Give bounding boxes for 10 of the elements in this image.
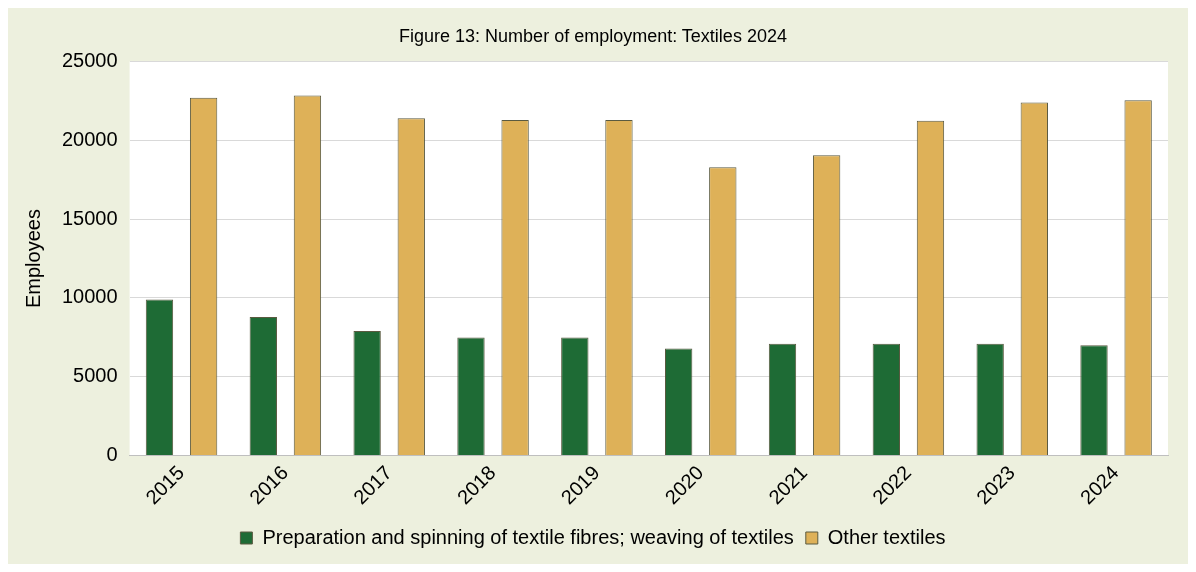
y-tick-label: 5000 [73, 364, 118, 387]
y-tick-label: 25000 [61, 49, 118, 72]
y-tick-label: 10000 [61, 285, 118, 308]
y-tick-label: 0 [106, 443, 118, 466]
legend-label: Preparation and spinning of textile fibres; weaving of textiles [262, 525, 794, 548]
y-tick-label: 20000 [61, 127, 118, 150]
legend-label: Other textiles [827, 525, 946, 548]
y-axis-title: Employees [21, 209, 44, 309]
chart-title: Figure 13: Number of employment: Textiles 2024 [399, 25, 787, 46]
y-tick-label: 15000 [61, 206, 118, 229]
